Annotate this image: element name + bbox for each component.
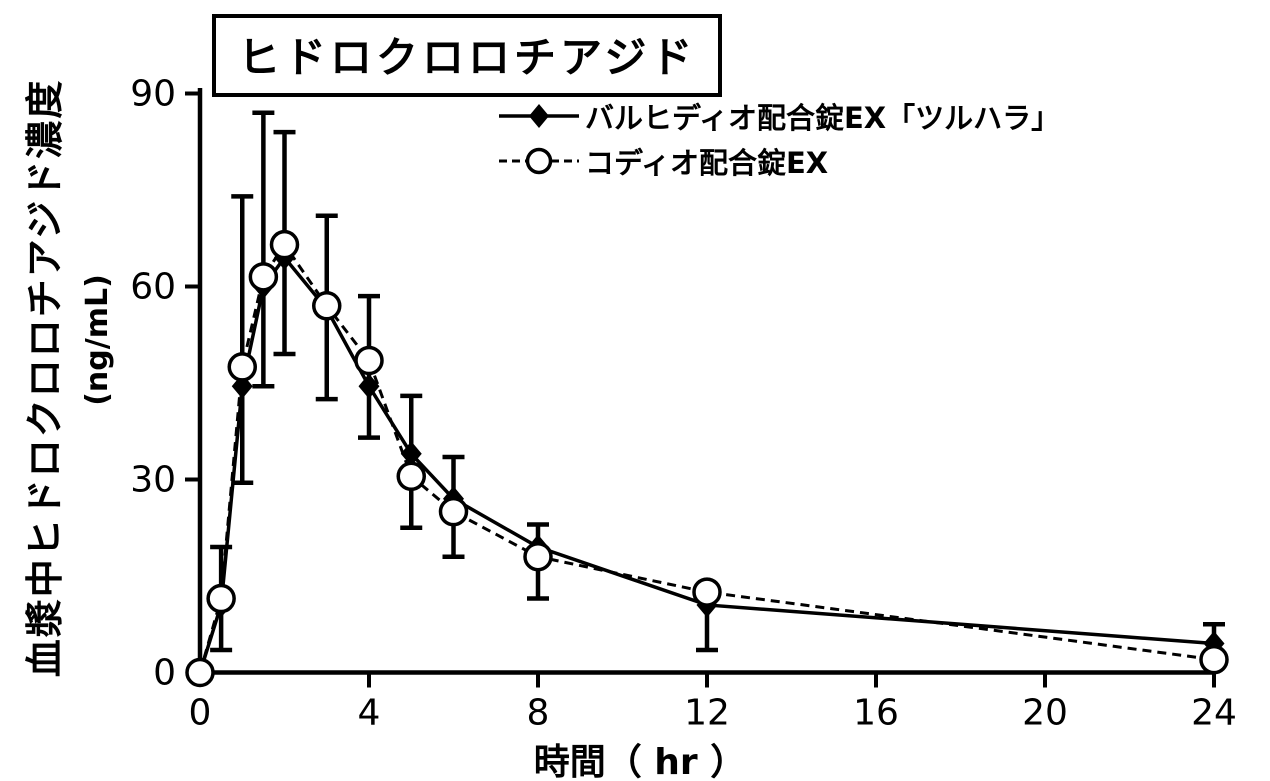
legend: バルヒディオ配合錠EX「ツルハラ」 コディオ配合錠EX bbox=[497, 97, 1060, 180]
open-circle-marker bbox=[206, 583, 236, 614]
filled-diamond-marker bbox=[400, 441, 422, 467]
open-circle-marker bbox=[312, 291, 342, 321]
x-tick-label: 8 bbox=[527, 693, 550, 734]
y-tick-label: 90 bbox=[130, 74, 176, 115]
x-tick-label: 12 bbox=[684, 693, 730, 734]
series-line-0 bbox=[198, 254, 1215, 674]
y-tick-label: 30 bbox=[130, 460, 176, 501]
chart-title: ヒドロクロロチアジド bbox=[212, 14, 723, 97]
open-circle-marker bbox=[523, 541, 553, 572]
x-tick-label: 16 bbox=[853, 693, 899, 734]
open-circle-marker bbox=[269, 229, 300, 260]
open-circle-marker bbox=[438, 496, 469, 527]
open-circle-marker bbox=[396, 461, 426, 492]
x-axis-title: 時間（ hr ） bbox=[533, 742, 747, 781]
open-circle-marker bbox=[1199, 644, 1229, 675]
y-axis-unit: (ng/mL) bbox=[80, 274, 115, 406]
series-line-1 bbox=[198, 241, 1215, 673]
legend-item-codio: コディオ配合錠EX bbox=[497, 142, 1060, 180]
filled-diamond-line-icon bbox=[499, 104, 579, 128]
legend-label-codio: コディオ配合錠EX bbox=[585, 146, 829, 180]
y-tick-label: 0 bbox=[153, 653, 176, 694]
x-tick-label: 4 bbox=[358, 693, 381, 734]
filled-diamond-marker bbox=[358, 373, 380, 399]
open-circle-marker bbox=[248, 262, 279, 292]
x-tick-label: 20 bbox=[1022, 693, 1068, 734]
y-tick-label: 60 bbox=[130, 267, 176, 308]
open-circle-marker bbox=[692, 577, 722, 607]
open-circle-marker bbox=[185, 657, 215, 688]
x-tick-label: 24 bbox=[1191, 693, 1237, 734]
y-axis-title: 血漿中ヒドロクロロチアジド濃度 bbox=[23, 78, 67, 678]
open-circle-marker bbox=[227, 352, 257, 382]
legend-label-valhydio: バルヒディオ配合錠EX「ツルハラ」 bbox=[585, 101, 1061, 135]
open-circle-dashed-line-icon bbox=[499, 147, 579, 175]
legend-item-valhydio: バルヒディオ配合錠EX「ツルハラ」 bbox=[497, 97, 1060, 135]
x-tick-label: 0 bbox=[189, 693, 212, 734]
open-circle-marker bbox=[354, 345, 384, 376]
